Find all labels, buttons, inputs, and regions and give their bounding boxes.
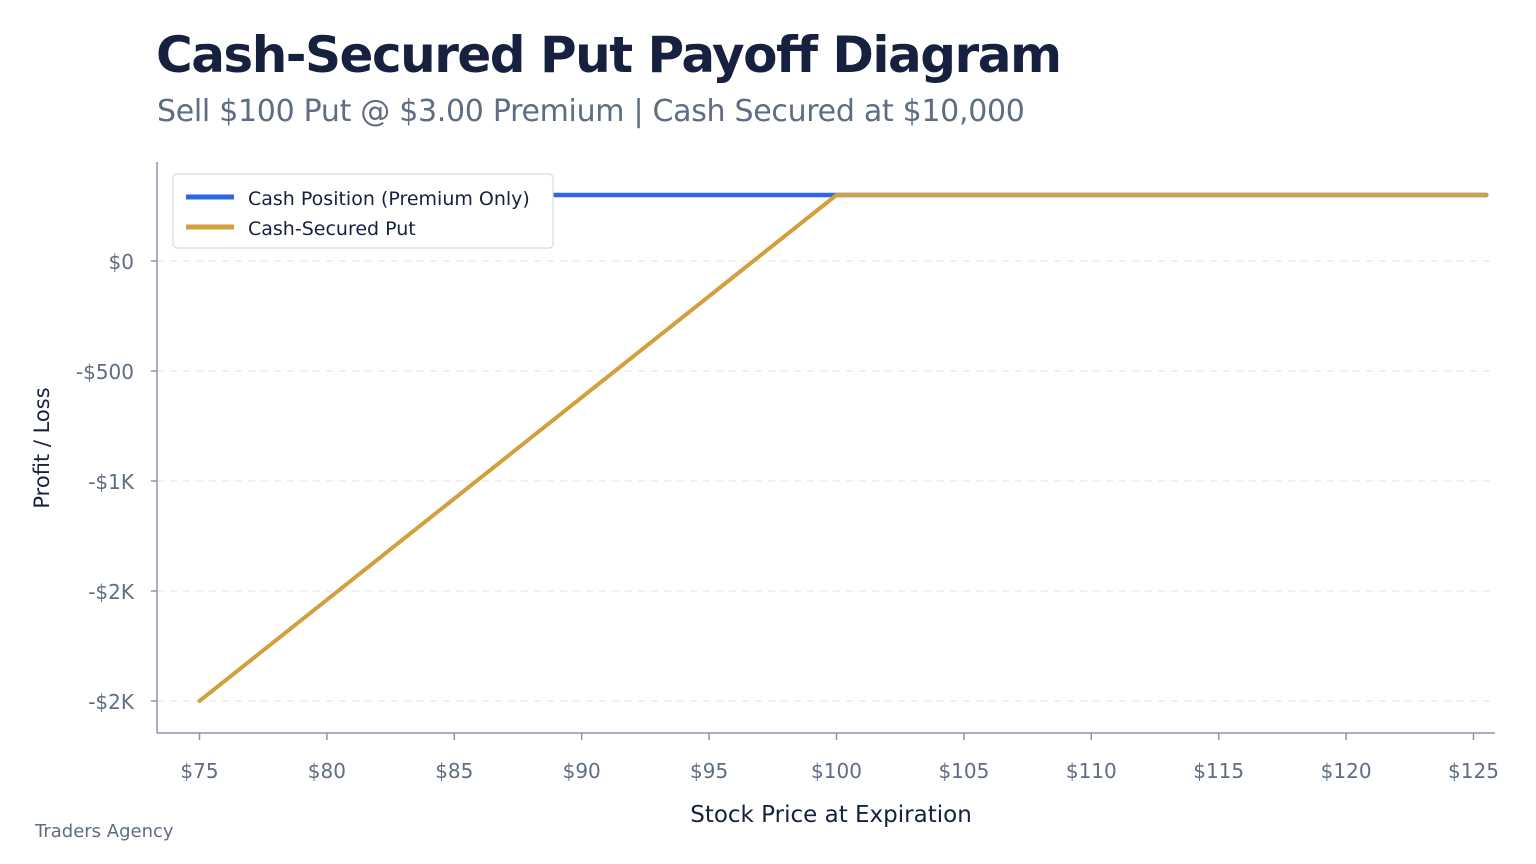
- legend-label-cash-secured-put: Cash-Secured Put: [248, 218, 416, 240]
- y-tick-label: $0: [109, 250, 134, 274]
- x-tick-label: $115: [1193, 759, 1244, 783]
- y-tick-label: -$1K: [88, 470, 135, 494]
- y-tick-label: -$2K: [88, 580, 135, 604]
- x-ticks: $75 $80 $85 $90 $95 $100 $105 $110 $115 $120 $125: [180, 733, 1499, 783]
- axes: [156, 162, 1495, 734]
- x-axis-label: Stock Price at Expiration: [690, 802, 972, 828]
- x-tick-label: $80: [308, 759, 346, 783]
- y-tick-label: -$2K: [88, 690, 135, 714]
- chart-title: Cash-Secured Put Payoff Diagram: [156, 26, 1062, 84]
- x-tick-label: $105: [938, 759, 989, 783]
- grid-lines: [157, 260, 1495, 702]
- brand-label: Traders Agency: [35, 821, 174, 842]
- legend-label-cash-position: Cash Position (Premium Only): [248, 188, 530, 210]
- y-tick-label: -$500: [76, 360, 134, 384]
- x-tick-label: $75: [180, 759, 218, 783]
- x-tick-label: $90: [563, 759, 601, 783]
- series-line-cash-secured-put: [197, 193, 1489, 703]
- x-tick-label: $120: [1321, 759, 1372, 783]
- x-tick-label: $95: [690, 759, 728, 783]
- legend: Cash Position (Premium Only) Cash-Secure…: [172, 173, 554, 249]
- chart-subtitle: Sell $100 Put @ $3.00 Premium | Cash Sec…: [157, 94, 1025, 129]
- x-tick-label: $100: [811, 759, 862, 783]
- x-tick-label: $85: [435, 759, 473, 783]
- legend-box: [172, 173, 554, 249]
- y-ticks: $0 -$500 -$1K -$2K -$2K: [76, 250, 157, 714]
- y-axis-label: Profit / Loss: [30, 387, 54, 508]
- x-tick-label: $110: [1066, 759, 1117, 783]
- x-tick-label: $125: [1448, 759, 1499, 783]
- series-lines: [197, 192, 1489, 703]
